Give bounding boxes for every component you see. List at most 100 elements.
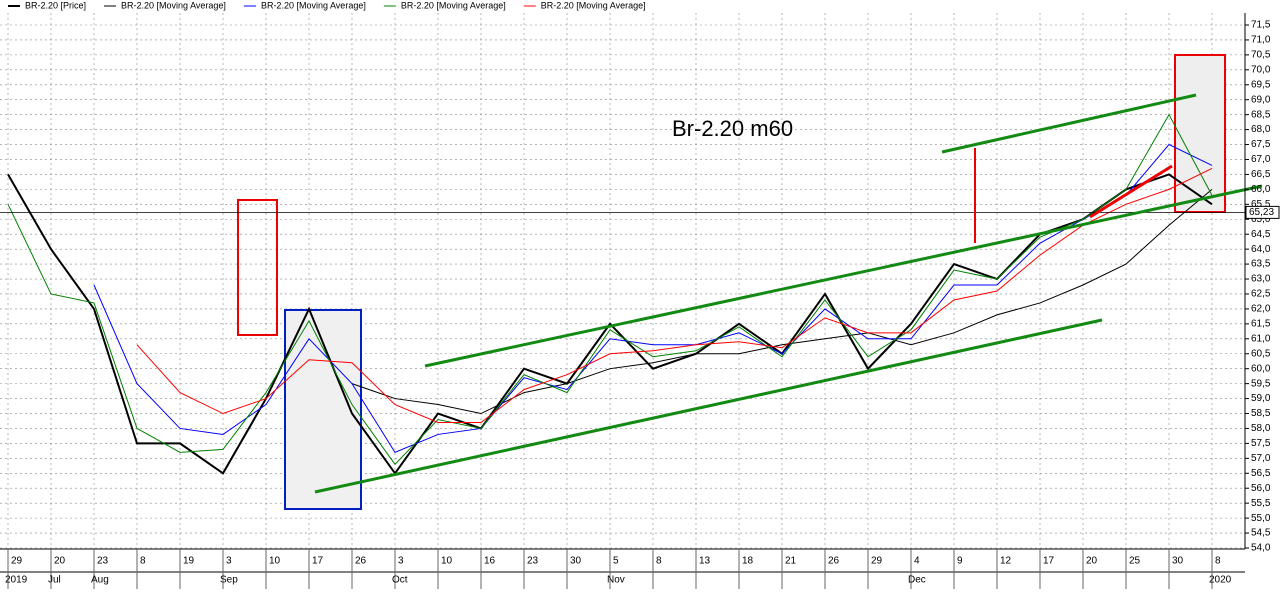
x-tick-label: 8 bbox=[140, 556, 146, 567]
y-tick-label: 56,0 bbox=[1251, 483, 1271, 494]
y-tick-label: 56,5 bbox=[1251, 468, 1271, 479]
y-tick-label: 67,0 bbox=[1251, 154, 1271, 165]
y-tick-label: 62,5 bbox=[1251, 289, 1271, 300]
y-tick-label: 58,0 bbox=[1251, 423, 1271, 434]
legend-label: BR-2.20 [Moving Average] bbox=[541, 0, 646, 10]
x-tick-label: 25 bbox=[1129, 556, 1141, 567]
y-tick-label: 65,0 bbox=[1251, 214, 1271, 225]
x-tick-label: 8 bbox=[656, 556, 662, 567]
x-tick-label: 16 bbox=[484, 556, 496, 567]
marker-line bbox=[1089, 164, 1173, 219]
trend-line bbox=[941, 93, 1197, 154]
y-tick-label: 63,0 bbox=[1251, 274, 1271, 285]
x-tick-label: 21 bbox=[785, 556, 797, 567]
x-period-label: Jul bbox=[48, 575, 61, 586]
x-period-label: Oct bbox=[392, 575, 408, 586]
legend: BR-2.20 [Price] BR-2.20 [Moving Average] B… bbox=[8, 0, 646, 10]
series-line bbox=[7, 113, 1213, 466]
y-tick-label: 68,5 bbox=[1251, 109, 1271, 120]
x-tick-label: 17 bbox=[1043, 556, 1055, 567]
axes: 54,0 54,5 55,0 55,5 56,0 56,5 57,0 57,5 58,0 58,5… bbox=[5, 20, 1280, 589]
x-tick-label: 20 bbox=[54, 556, 66, 567]
x-tick-label: 12 bbox=[1000, 556, 1012, 567]
y-tick-label: 59,0 bbox=[1251, 393, 1271, 404]
y-tick-label: 57,0 bbox=[1251, 453, 1271, 464]
y-tick-label: 58,5 bbox=[1251, 408, 1271, 419]
trend-line bbox=[424, 184, 1263, 368]
x-tick-label: 17 bbox=[312, 556, 324, 567]
series-line bbox=[351, 188, 1213, 415]
y-tick-label: 71,5 bbox=[1251, 20, 1271, 31]
x-tick-label: 10 bbox=[269, 556, 281, 567]
x-tick-label: 20 bbox=[1086, 556, 1098, 567]
y-tick-label: 55,5 bbox=[1251, 498, 1271, 509]
y-tick-label: 63,5 bbox=[1251, 259, 1271, 270]
x-period-label: 2020 bbox=[1209, 575, 1232, 586]
x-period-label: 2019 bbox=[5, 575, 28, 586]
y-tick-label: 68,0 bbox=[1251, 124, 1271, 135]
highlight-box bbox=[1174, 54, 1226, 213]
last-price-label: 65,23 bbox=[1249, 207, 1274, 218]
y-tick-label: 67,5 bbox=[1251, 139, 1271, 150]
x-tick-label: 8 bbox=[1215, 556, 1221, 567]
series-line bbox=[136, 168, 1213, 423]
y-tick-label: 54,5 bbox=[1251, 528, 1271, 539]
y-tick-label: 59,5 bbox=[1251, 378, 1271, 389]
x-tick-label: 9 bbox=[957, 556, 963, 567]
x-tick-label: 19 bbox=[183, 556, 195, 567]
y-tick-label: 66,0 bbox=[1251, 184, 1271, 195]
x-period-label: Nov bbox=[607, 575, 625, 586]
x-tick-label: 3 bbox=[398, 556, 404, 567]
x-tick-label: 13 bbox=[699, 556, 711, 567]
x-period-label: Dec bbox=[908, 575, 926, 586]
x-tick-label: 29 bbox=[871, 556, 883, 567]
y-tick-label: 54,0 bbox=[1251, 543, 1271, 554]
grid bbox=[0, 13, 1245, 549]
x-tick-label: 26 bbox=[828, 556, 840, 567]
legend-label: BR-2.20 [Moving Average] bbox=[121, 0, 226, 10]
x-tick-label: 4 bbox=[914, 556, 920, 567]
y-tick-label: 64,0 bbox=[1251, 244, 1271, 255]
x-tick-label: 10 bbox=[441, 556, 453, 567]
highlight-box bbox=[284, 309, 362, 510]
y-tick-label: 61,0 bbox=[1251, 333, 1271, 344]
x-tick-label: 30 bbox=[1172, 556, 1184, 567]
y-tick-label: 61,5 bbox=[1251, 318, 1271, 329]
last-price-box bbox=[1245, 205, 1280, 219]
legend-background bbox=[0, 0, 1280, 13]
y-tick-label: 64,5 bbox=[1251, 229, 1271, 240]
chart-annotation: Br-2.20 m60 bbox=[672, 116, 793, 141]
x-tick-label: 30 bbox=[570, 556, 582, 567]
series-line bbox=[7, 173, 1213, 475]
x-period-label: Aug bbox=[91, 575, 109, 586]
x-tick-label: 26 bbox=[355, 556, 367, 567]
y-tick-label: 71,0 bbox=[1251, 35, 1271, 46]
x-tick-label: 23 bbox=[97, 556, 109, 567]
y-tick-label: 66,5 bbox=[1251, 169, 1271, 180]
y-tick-label: 60,5 bbox=[1251, 348, 1271, 359]
series-line bbox=[93, 143, 1213, 453]
y-tick-label: 65,5 bbox=[1251, 199, 1271, 210]
x-tick-label: 23 bbox=[527, 556, 539, 567]
legend-label: BR-2.20 [Moving Average] bbox=[401, 0, 506, 10]
y-tick-label: 55,0 bbox=[1251, 513, 1271, 524]
y-tick-label: 60,0 bbox=[1251, 363, 1271, 374]
y-tick-label: 70,5 bbox=[1251, 50, 1271, 61]
x-period-label: Sep bbox=[220, 575, 238, 586]
y-tick-label: 57,5 bbox=[1251, 438, 1271, 449]
x-tick-label: 18 bbox=[742, 556, 754, 567]
y-tick-label: 62,0 bbox=[1251, 304, 1271, 315]
y-tick-label: 70,0 bbox=[1251, 64, 1271, 75]
y-tick-label: 69,0 bbox=[1251, 94, 1271, 105]
highlight-box bbox=[237, 199, 278, 336]
x-tick-label: 5 bbox=[613, 556, 619, 567]
x-tick-label: 29 bbox=[11, 556, 23, 567]
legend-label: BR-2.20 [Price] bbox=[25, 0, 86, 10]
legend-label: BR-2.20 [Moving Average] bbox=[261, 0, 366, 10]
trend-line bbox=[314, 318, 1103, 494]
series-group bbox=[0, 113, 1245, 475]
x-tick-label: 3 bbox=[226, 556, 232, 567]
